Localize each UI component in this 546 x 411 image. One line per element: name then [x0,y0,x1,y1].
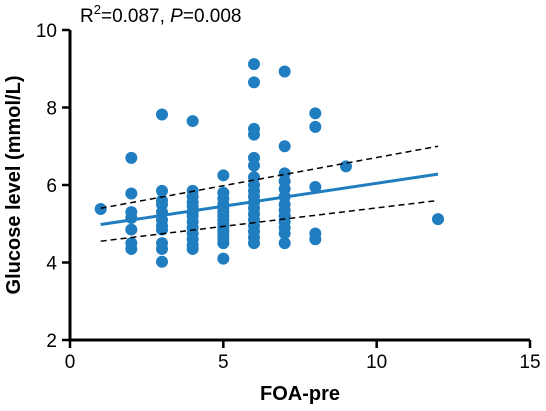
data-point [94,203,107,216]
data-point [309,120,322,133]
data-point [248,128,260,141]
y-tick-label: 8 [46,99,57,120]
data-point [340,160,352,173]
data-point [186,242,199,255]
data-point [309,233,322,246]
data-point [248,58,260,71]
data-point [125,151,138,164]
data-point [125,242,138,255]
data-point [278,65,291,78]
y-axis-ticks: 2 4 6 8 10 [36,21,70,352]
data-point [278,140,291,153]
data-point [248,76,260,89]
data-point [278,237,291,250]
data-point [186,115,199,128]
data-point [278,227,291,240]
data-point [217,252,230,265]
data-point [156,255,168,268]
data-point [156,223,168,236]
data-point [217,169,230,182]
data-point [125,187,138,200]
data-point [156,108,168,121]
x-tick-label: 10 [366,352,387,373]
y-axis-title: Glucose level (mmol/L) [3,76,25,295]
data-point [248,159,260,172]
ci-upper-line [100,145,439,209]
x-tick-label: 0 [65,352,76,373]
x-axis-title: FOA-pre [260,383,340,405]
data-point [309,107,322,120]
regression-stats: R2=0.087, P=0.008 [80,2,242,27]
data-point [217,237,230,250]
x-tick-label: 5 [218,352,229,373]
x-axis-ticks: 0 5 10 15 [65,340,541,373]
y-tick-label: 2 [46,331,57,352]
data-point [125,223,138,236]
data-point [309,180,322,193]
data-point [432,213,444,226]
y-tick-label: 10 [36,21,57,42]
regression-line [100,172,439,227]
plot-area [94,58,444,268]
ci-lower-line [100,199,439,242]
data-point [156,242,168,255]
x-tick-label: 15 [519,352,540,373]
y-tick-label: 4 [46,254,57,275]
data-point [156,184,168,197]
data-point [248,237,260,250]
y-tick-label: 6 [46,176,57,197]
